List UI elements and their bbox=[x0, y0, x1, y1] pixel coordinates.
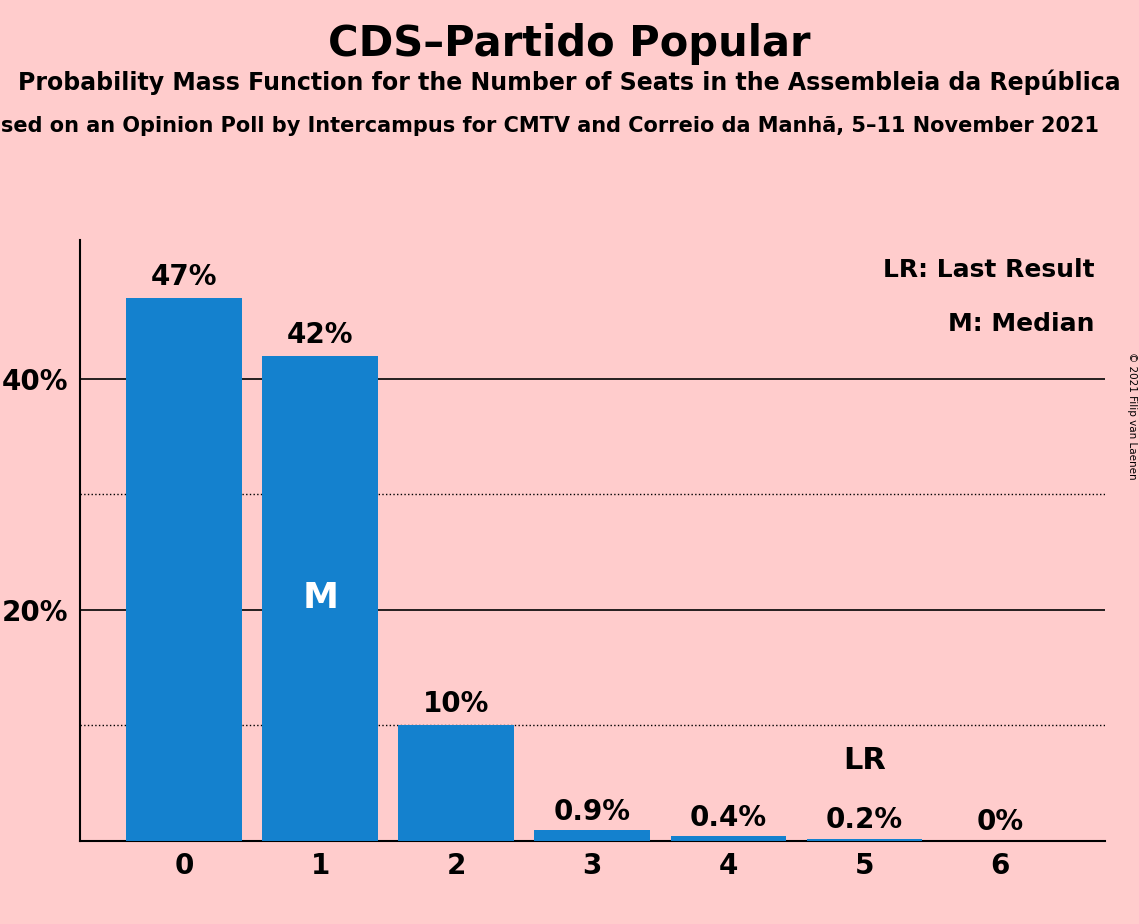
Text: 0%: 0% bbox=[977, 808, 1024, 836]
Text: 47%: 47% bbox=[150, 263, 218, 291]
Text: LR: LR bbox=[843, 746, 886, 775]
Bar bbox=[806, 839, 923, 841]
Text: M: Median: M: Median bbox=[948, 312, 1095, 336]
Text: LR: Last Result: LR: Last Result bbox=[883, 259, 1095, 282]
Text: © 2021 Filip van Laenen: © 2021 Filip van Laenen bbox=[1126, 352, 1137, 480]
Bar bbox=[126, 298, 241, 841]
Text: Probability Mass Function for the Number of Seats in the Assembleia da República: Probability Mass Function for the Number… bbox=[18, 69, 1121, 95]
Text: 0.9%: 0.9% bbox=[554, 797, 631, 826]
Bar bbox=[399, 725, 514, 841]
Text: 0.2%: 0.2% bbox=[826, 806, 903, 834]
Text: 10%: 10% bbox=[423, 690, 490, 719]
Text: Based on an Opinion Poll by Intercampus for CMTV and Correio da Manhã, 5–11 Nove: Based on an Opinion Poll by Intercampus … bbox=[0, 116, 1099, 136]
Text: 0.4%: 0.4% bbox=[690, 804, 767, 832]
Bar bbox=[534, 831, 650, 841]
Text: CDS–Partido Popular: CDS–Partido Popular bbox=[328, 23, 811, 65]
Text: 42%: 42% bbox=[287, 321, 353, 348]
Bar bbox=[671, 836, 786, 841]
Text: M: M bbox=[302, 581, 338, 615]
Bar bbox=[262, 356, 378, 841]
